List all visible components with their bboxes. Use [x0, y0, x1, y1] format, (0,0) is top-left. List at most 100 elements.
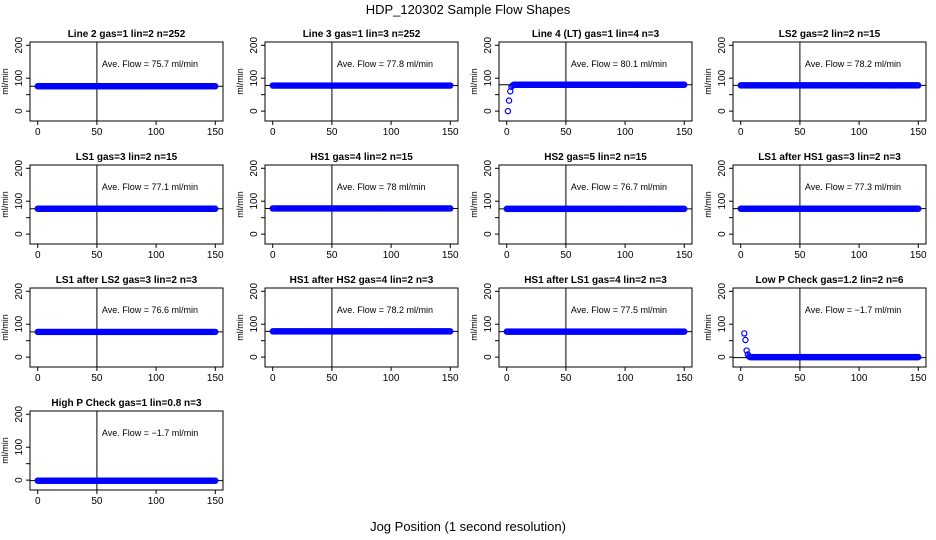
y-tick-label: 0 [14, 477, 25, 483]
x-tick-label: 150 [910, 250, 927, 261]
data-points [503, 328, 688, 335]
data-point [741, 330, 748, 337]
y-tick-label: 100 [483, 315, 494, 332]
data-point [212, 477, 219, 484]
x-tick-label: 50 [91, 373, 103, 384]
data-point [681, 205, 688, 213]
data-point [505, 97, 513, 104]
subplot-title: High P Check gas=1 lin=0.8 n=3 [51, 398, 202, 409]
subplot-10: HS1 after HS2 gas=4 lin=2 n=3 0 50 100 150 0 1… [235, 275, 459, 384]
x-tick-label: 150 [676, 127, 693, 138]
y-axis-label: ml/min [0, 314, 10, 341]
x-tick-label: 100 [617, 127, 634, 138]
y-tick-label: 200 [717, 37, 728, 54]
annotation-ave-flow: Ave. Flow = 76.6 ml/min [102, 305, 198, 315]
y-tick-label: 200 [717, 160, 728, 177]
x-tick-label: 0 [738, 250, 744, 261]
subplot-6: HS1 gas=4 lin=2 n=15 0 50 100 150 0 100 200 ml/m… [235, 152, 459, 261]
data-point [212, 205, 219, 212]
x-tick-label: 100 [148, 496, 165, 507]
x-tick-label: 100 [617, 373, 634, 384]
data-point [915, 205, 922, 212]
annotation-ave-flow: Ave. Flow = 77.1 ml/min [102, 182, 198, 192]
x-tick-label: 50 [794, 127, 806, 138]
y-tick-label: 0 [483, 108, 494, 114]
subplot-title: HS1 after HS2 gas=4 lin=2 n=3 [290, 275, 434, 286]
x-tick-label: 50 [326, 250, 338, 261]
x-tick-label: 150 [207, 127, 224, 138]
subplot-title: LS1 after HS1 gas=3 lin=2 n=3 [758, 152, 901, 163]
x-tick-label: 0 [35, 496, 41, 507]
y-tick-label: 200 [14, 283, 25, 300]
x-tick-label: 0 [738, 127, 744, 138]
plot-frame [732, 164, 927, 245]
x-tick-label: 150 [207, 373, 224, 384]
plot-frame [29, 41, 224, 122]
data-point [742, 336, 749, 344]
x-tick-label: 50 [91, 250, 103, 261]
subplot-4: LS2 gas=2 lin=2 n=15 0 50 100 150 0 100 200 ml/m… [703, 29, 927, 138]
y-tick-label: 200 [249, 283, 260, 300]
plot-frame [264, 164, 459, 245]
subplot-title: LS1 gas=3 lin=2 n=15 [76, 152, 178, 163]
y-tick-label: 100 [483, 192, 494, 209]
y-axis-label: ml/min [703, 68, 713, 95]
x-tick-label: 100 [851, 373, 868, 384]
data-points [737, 205, 922, 212]
y-tick-label: 0 [249, 354, 260, 360]
annotation-ave-flow: Ave. Flow = −1.7 ml/min [102, 428, 198, 438]
annotation-ave-flow: Ave. Flow = 78 ml/min [337, 182, 426, 192]
annotation-ave-flow: Ave. Flow = 77.3 ml/min [805, 182, 901, 192]
x-tick-label: 0 [35, 127, 41, 138]
plot-frame [264, 287, 459, 368]
data-points [503, 205, 688, 213]
y-axis-label: ml/min [235, 191, 245, 218]
subplot-7: HS2 gas=5 lin=2 n=15 0 50 100 150 0 100 200 ml/m… [469, 152, 693, 261]
subplot-5: LS1 gas=3 lin=2 n=15 0 50 100 150 0 100 200 ml/m… [0, 152, 224, 261]
y-axis-label: ml/min [0, 68, 10, 95]
annotation-ave-flow: Ave. Flow = 75.7 ml/min [102, 59, 198, 69]
data-points [269, 205, 454, 212]
x-tick-label: 50 [326, 373, 338, 384]
x-tick-label: 50 [326, 127, 338, 138]
y-tick-label: 100 [249, 69, 260, 86]
y-tick-label: 200 [14, 37, 25, 54]
y-tick-label: 200 [14, 160, 25, 177]
data-point [681, 81, 688, 88]
page-x-axis-label: Jog Position (1 second resolution) [370, 519, 566, 534]
subplot-2: Line 3 gas=1 lin=3 n=252 0 50 100 150 0 100 200… [235, 29, 459, 138]
data-point [447, 328, 454, 335]
y-tick-label: 100 [249, 192, 260, 209]
data-points [34, 205, 219, 212]
annotation-ave-flow: Ave. Flow = −1.7 ml/min [805, 305, 901, 315]
data-point [447, 205, 454, 212]
x-tick-label: 50 [560, 127, 572, 138]
data-points [504, 81, 688, 115]
y-tick-label: 0 [717, 108, 728, 114]
x-tick-label: 100 [383, 127, 400, 138]
x-tick-label: 0 [270, 250, 276, 261]
plot-frame [29, 410, 224, 491]
plot-frame [264, 41, 459, 122]
y-tick-label: 0 [14, 108, 25, 114]
data-points [34, 83, 219, 90]
subplot-title: LS2 gas=2 lin=2 n=15 [779, 29, 881, 40]
x-tick-label: 100 [383, 373, 400, 384]
y-axis-label: ml/min [0, 191, 10, 218]
x-tick-label: 50 [91, 496, 103, 507]
subplot-1: Line 2 gas=1 lin=2 n=252 0 50 100 150 0 100 200… [0, 29, 224, 138]
y-axis-label: ml/min [0, 437, 10, 464]
subplot-8: LS1 after HS1 gas=3 lin=2 n=3 0 50 100 150 0 1… [703, 152, 927, 261]
y-axis-label: ml/min [703, 191, 713, 218]
subplot-11: HS1 after LS1 gas=4 lin=2 n=3 0 50 100 150 0 1… [469, 275, 693, 384]
data-points [269, 82, 454, 89]
annotation-ave-flow: Ave. Flow = 80.1 ml/min [571, 59, 667, 69]
x-tick-label: 150 [442, 373, 459, 384]
subplot-9: LS1 after LS2 gas=3 lin=2 n=3 0 50 100 150 0 1… [0, 275, 224, 384]
page-title: HDP_120302 Sample Flow Shapes [365, 2, 571, 17]
x-tick-label: 100 [383, 250, 400, 261]
plot-frame [29, 287, 224, 368]
data-points [34, 328, 219, 336]
x-tick-label: 100 [148, 250, 165, 261]
x-tick-label: 100 [851, 127, 868, 138]
